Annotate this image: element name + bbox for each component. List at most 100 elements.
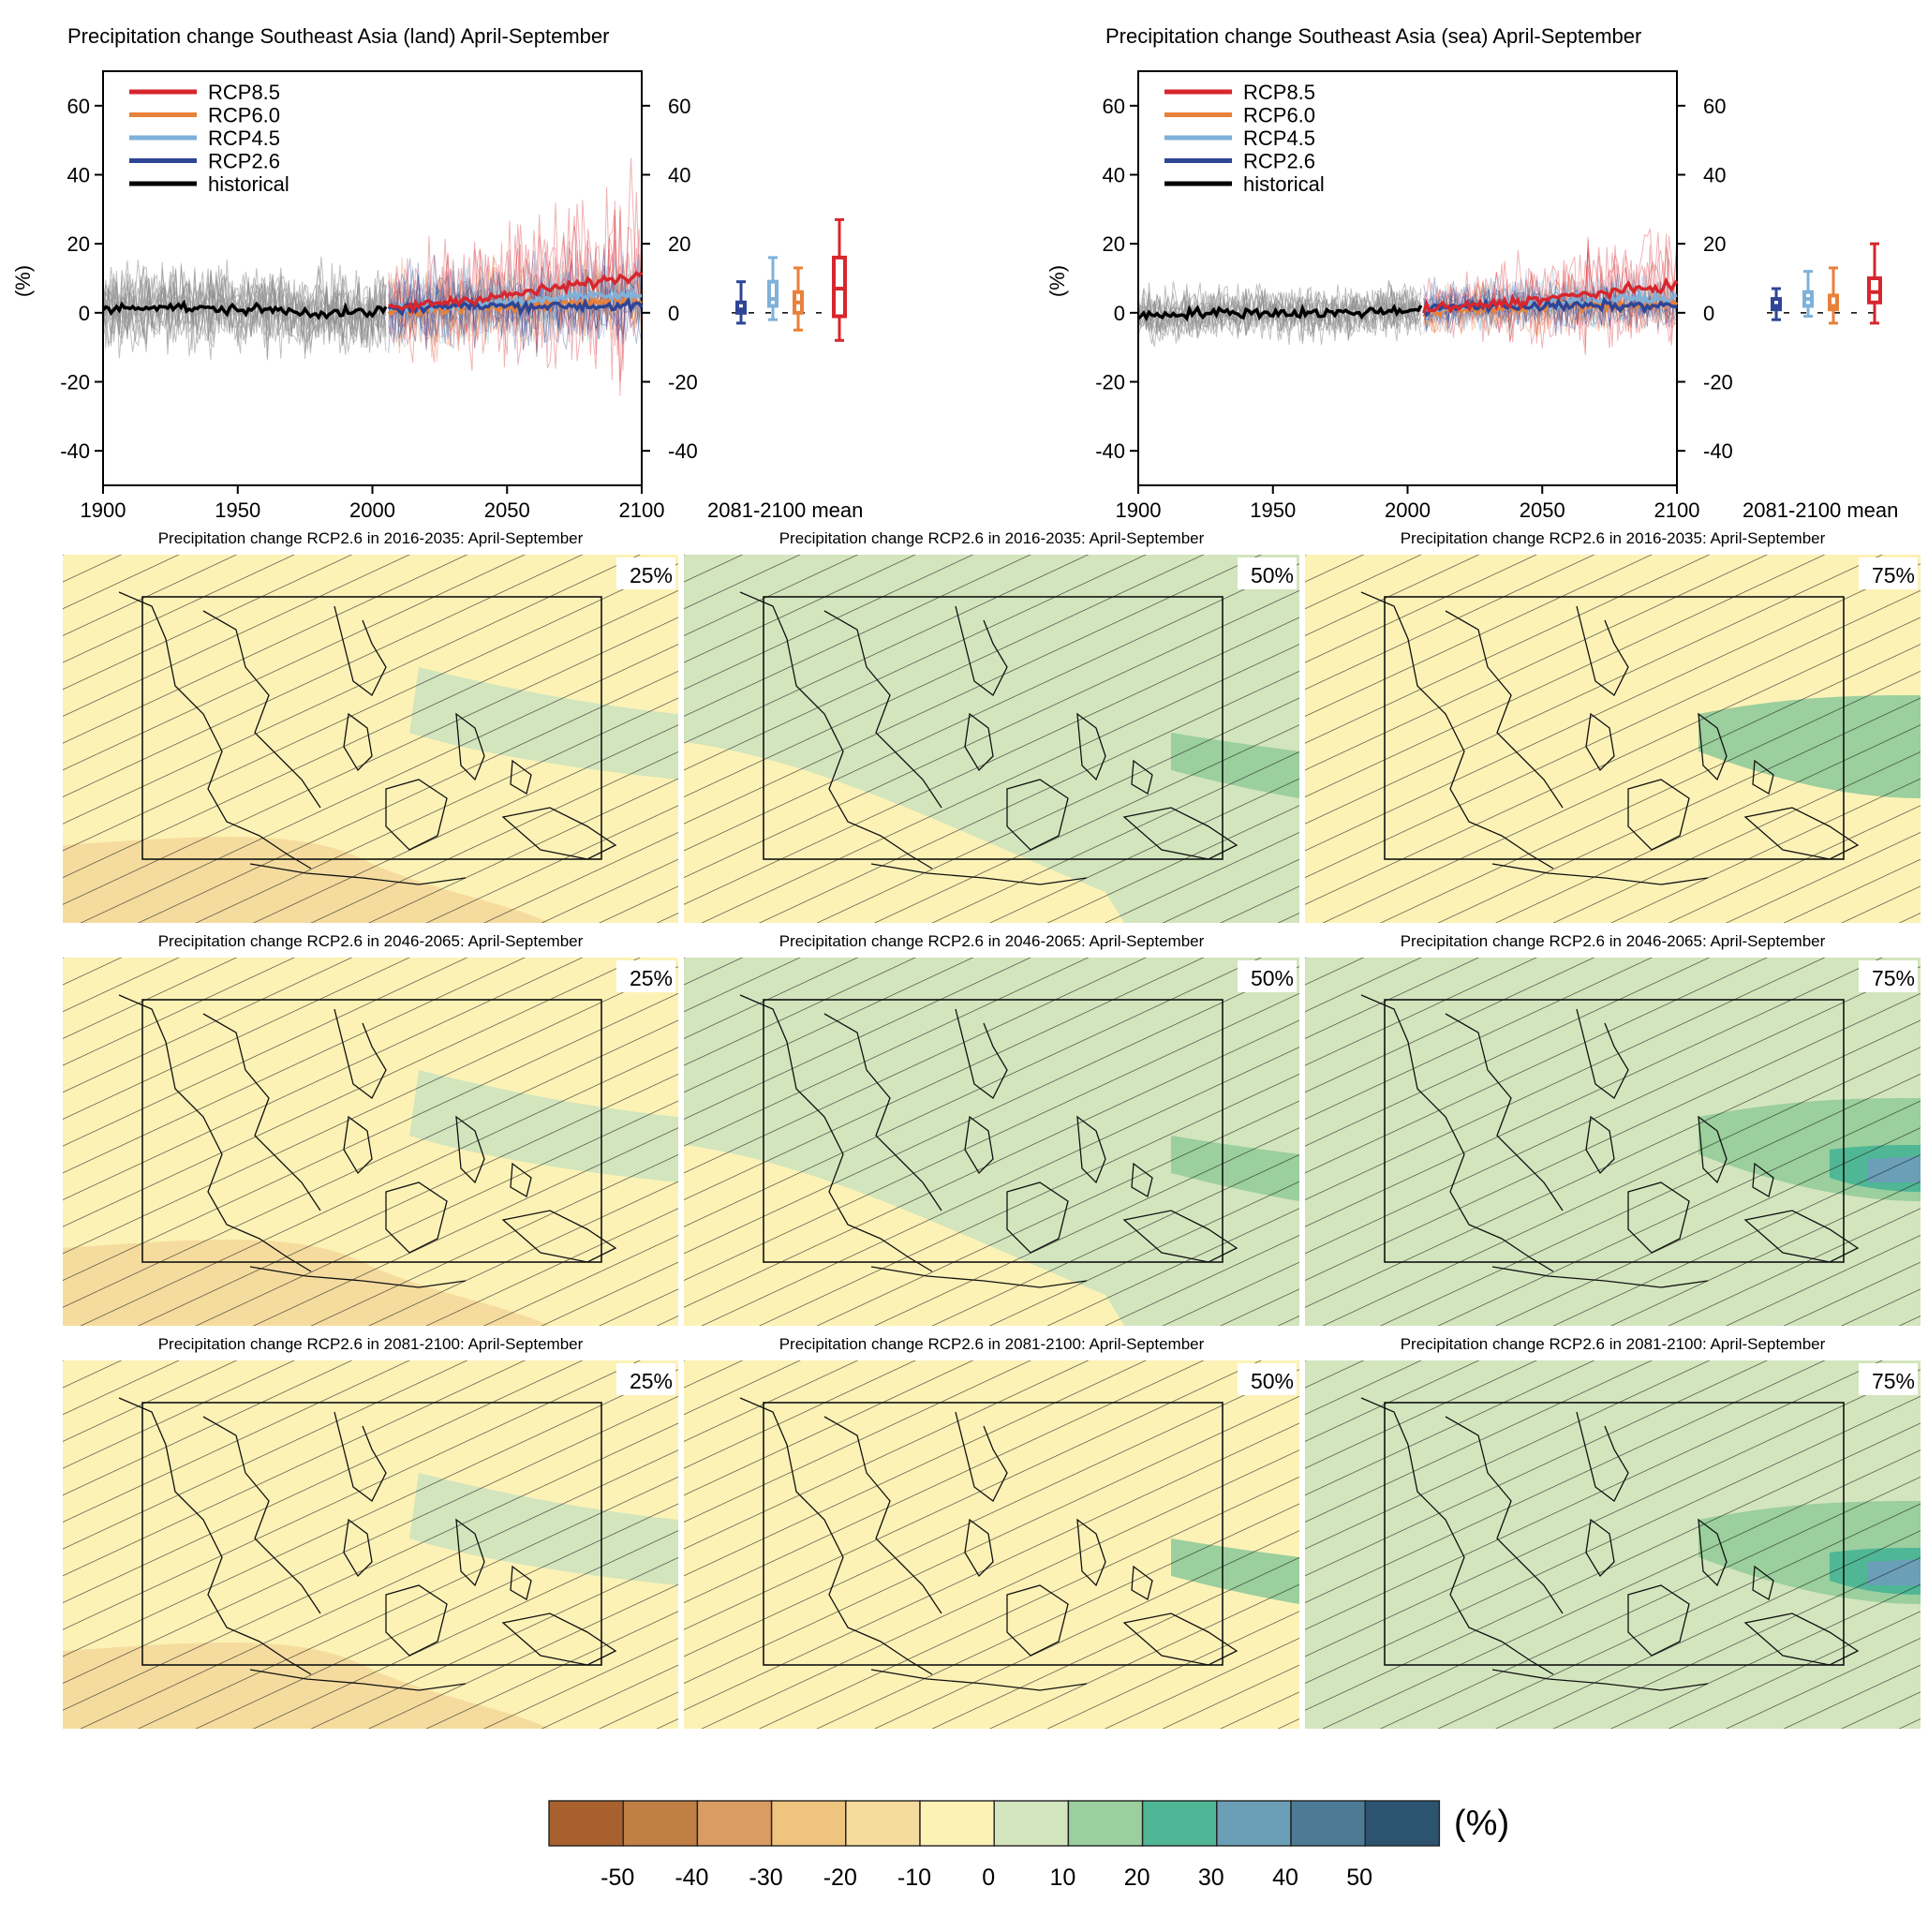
boxplots xyxy=(732,217,849,342)
timeseries-panel-land: Precipitation change Southeast Asia (lan… xyxy=(11,24,863,522)
x-tick-label: 2050 xyxy=(484,498,530,522)
colorbar: -50 -40 -30 -20 -10 0 10 20 30 40 50 (%) xyxy=(548,1800,1509,1891)
map-title: Precipitation change RCP2.6 in 2016-2035… xyxy=(158,529,584,547)
ensemble-member-line xyxy=(1423,273,1676,336)
box-body xyxy=(767,279,779,308)
coastline xyxy=(1445,1013,1564,1211)
panel-title: Precipitation change Southeast Asia (sea… xyxy=(1105,24,1641,48)
coastline xyxy=(1360,994,1554,1272)
y-tick-label-right: 0 xyxy=(668,302,679,325)
coastline xyxy=(870,1266,1088,1288)
ensemble-members xyxy=(1139,228,1676,355)
y-tick-label: -20 xyxy=(1095,371,1125,394)
percentile-label: 75% xyxy=(1872,563,1915,587)
coastline xyxy=(1360,591,1554,869)
series-line-rcp85 xyxy=(1422,276,1679,314)
coastline xyxy=(249,1266,467,1288)
coastline xyxy=(1006,1584,1069,1657)
coastline xyxy=(1491,1266,1709,1288)
coastline xyxy=(823,610,942,809)
ensemble-member-line xyxy=(104,272,387,346)
map-title: Precipitation change RCP2.6 in 2046-2065… xyxy=(779,932,1205,950)
map-panel: Precipitation change RCP2.6 in 2016-2035… xyxy=(684,529,1299,923)
colorbar-tick-label: 30 xyxy=(1198,1865,1224,1891)
series-line-rcp26 xyxy=(1422,296,1678,319)
colorbar-tick-label: 10 xyxy=(1049,1865,1075,1891)
box-body xyxy=(1828,293,1839,312)
legend-entry: historical xyxy=(1243,172,1325,196)
y-axis-label: (%) xyxy=(1046,265,1069,297)
ensemble-member-line xyxy=(388,248,641,350)
coastline xyxy=(385,779,448,851)
legend-entry: historical xyxy=(208,172,289,196)
colorbar-tick-label: -20 xyxy=(823,1865,857,1891)
map-field xyxy=(63,1360,678,1729)
boxplots xyxy=(1767,242,1884,325)
x-tick-label: 2000 xyxy=(1385,498,1431,522)
coastline xyxy=(1491,863,1709,885)
coastline xyxy=(1131,759,1153,795)
coastline xyxy=(385,1181,448,1254)
coastline xyxy=(1743,1612,1860,1666)
significance-hatching xyxy=(63,958,678,1326)
y-tick-label-right: 60 xyxy=(668,95,690,118)
coastline xyxy=(1006,779,1069,851)
coastline xyxy=(343,1115,373,1175)
coastline xyxy=(501,807,617,860)
coastline xyxy=(510,1162,532,1198)
region-box xyxy=(141,596,602,860)
ensemble-member-line xyxy=(388,264,641,345)
legend-entry: RCP6.0 xyxy=(208,104,280,127)
coastline xyxy=(1122,807,1238,860)
percentile-label-bg xyxy=(1238,1363,1297,1395)
coastline xyxy=(1585,1518,1615,1578)
region-box xyxy=(1384,1402,1845,1666)
y-tick-label: 0 xyxy=(1114,302,1125,325)
colorbar-cell xyxy=(1290,1800,1366,1847)
map-panel: Precipitation change RCP2.6 in 2016-2035… xyxy=(63,529,678,923)
coastline xyxy=(1743,807,1860,860)
significance-hatching xyxy=(1305,555,1921,923)
coastline xyxy=(202,1013,321,1211)
coastline xyxy=(1576,605,1629,696)
coastline xyxy=(334,1008,387,1099)
ensemble-member-line xyxy=(388,267,641,345)
y-tick-label-right: 60 xyxy=(1703,95,1726,118)
coastline xyxy=(343,712,373,772)
significance-hatching xyxy=(1305,958,1921,1326)
y-tick-label-right: 0 xyxy=(1703,302,1714,325)
coastline xyxy=(118,1397,312,1675)
colorbar-tick-label: -30 xyxy=(749,1865,783,1891)
legend-entry: RCP6.0 xyxy=(1243,104,1315,127)
coastline xyxy=(1752,1162,1774,1198)
percentile-label-bg xyxy=(616,1363,675,1395)
colorbar-tick-label: -10 xyxy=(897,1865,931,1891)
map-title: Precipitation change RCP2.6 in 2016-2035… xyxy=(779,529,1205,547)
colorbar-cell xyxy=(1067,1800,1144,1847)
coastline xyxy=(343,1518,373,1578)
significance-hatching xyxy=(1305,1360,1921,1729)
coastline xyxy=(455,1115,485,1184)
coastline xyxy=(964,1518,994,1578)
map-panel: Precipitation change RCP2.6 in 2046-2065… xyxy=(1305,932,1921,1326)
map-field xyxy=(684,1360,1299,1729)
coastline xyxy=(1006,1181,1069,1254)
percentile-label-bg xyxy=(1859,960,1918,992)
coastline xyxy=(1585,1115,1615,1175)
coastline xyxy=(1076,1518,1106,1587)
series-line-rcp85 xyxy=(388,270,644,316)
coastline xyxy=(1698,1115,1728,1184)
colorbar-ticks: -50 -40 -30 -20 -10 0 10 20 30 40 50 xyxy=(601,1865,1372,1891)
region-box xyxy=(1384,596,1845,860)
percentile-label: 50% xyxy=(1251,966,1294,990)
map-panel: Precipitation change RCP2.6 in 2081-2100… xyxy=(684,1335,1299,1729)
coastline xyxy=(1698,1518,1728,1587)
coastline xyxy=(334,1411,387,1502)
map-title: Precipitation change RCP2.6 in 2016-2035… xyxy=(1401,529,1826,547)
coastline xyxy=(1122,1210,1238,1263)
map-panel: Precipitation change RCP2.6 in 2046-2065… xyxy=(684,932,1299,1326)
coastline xyxy=(1122,1612,1238,1666)
ensemble-member-line xyxy=(388,214,641,381)
